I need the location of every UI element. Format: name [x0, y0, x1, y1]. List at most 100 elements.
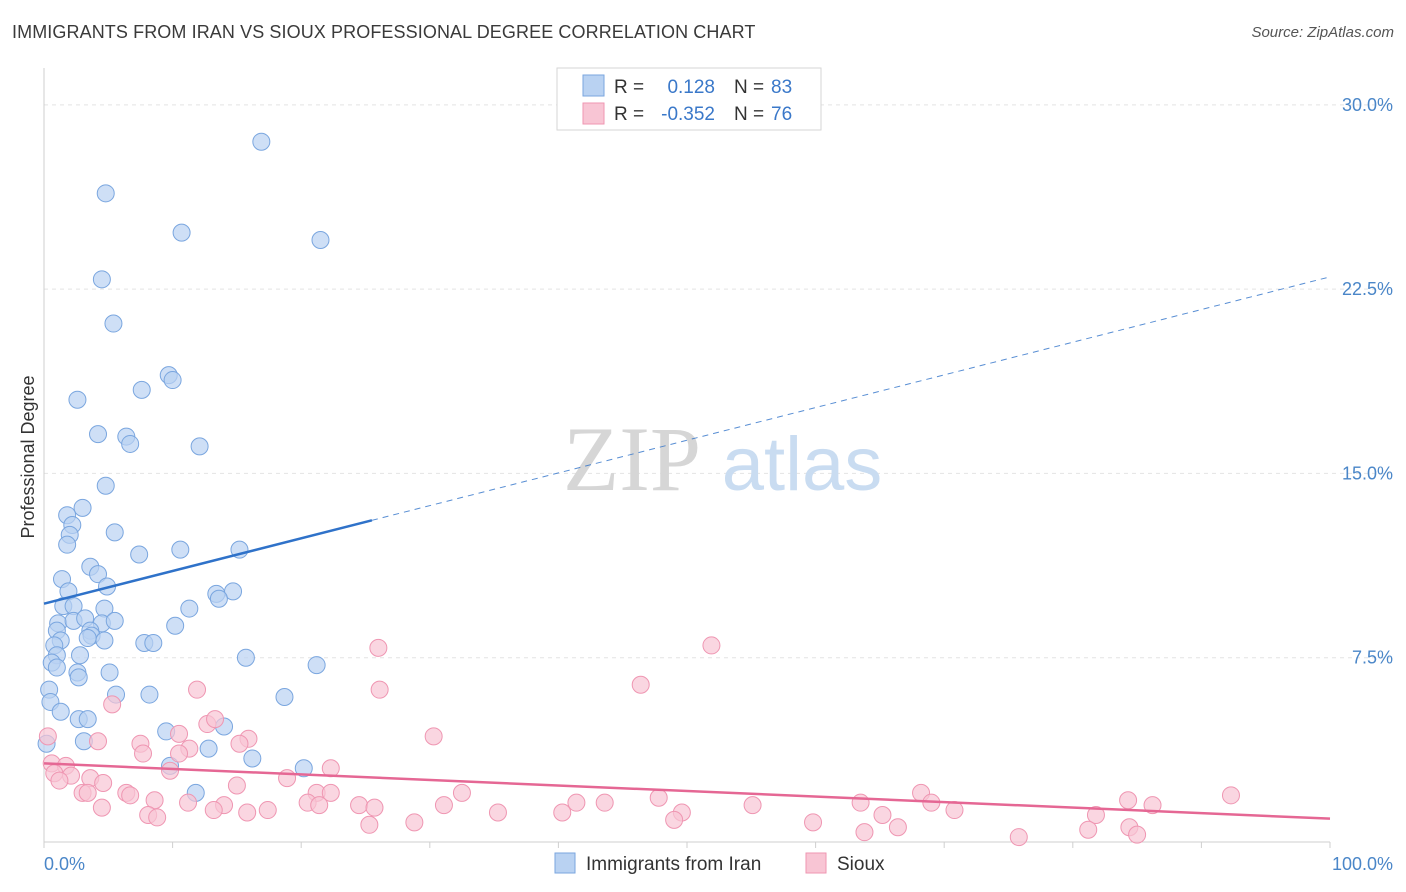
axes	[43, 68, 1331, 848]
point-sioux	[170, 744, 189, 763]
point-sioux	[553, 803, 572, 822]
point-sioux	[1128, 825, 1147, 844]
point-iran	[171, 540, 190, 559]
point-iran	[73, 498, 92, 517]
point-sioux	[665, 810, 684, 829]
point-sioux	[702, 636, 721, 655]
point-iran	[105, 611, 124, 630]
trend-line-sioux	[43, 762, 1331, 820]
point-sioux	[424, 727, 443, 746]
point-iran	[100, 663, 119, 682]
legend-r-label: R =	[614, 104, 644, 125]
legend-r-label: R =	[614, 77, 644, 98]
legend-box: R = 0.128 N = 83 R = -0.352 N = 76	[556, 67, 822, 131]
point-sioux	[94, 774, 113, 793]
point-iran	[51, 702, 70, 721]
point-sioux	[50, 771, 69, 790]
point-iran	[144, 633, 163, 652]
point-sioux	[370, 680, 389, 699]
point-sioux	[631, 675, 650, 694]
legend-row-sioux: R = -0.352 N = 76	[582, 102, 792, 125]
y-axis-label: Professional Degree	[18, 375, 38, 538]
point-sioux	[89, 732, 108, 751]
point-sioux	[204, 801, 223, 820]
chart-source: Source: ZipAtlas.com	[1251, 24, 1394, 41]
point-sioux	[188, 680, 207, 699]
data-points	[37, 132, 1240, 847]
point-iran	[96, 476, 115, 495]
point-sioux	[1221, 786, 1240, 805]
point-iran	[95, 631, 114, 650]
watermark: ZIP atlas	[563, 408, 882, 510]
tick-labels: 7.5% 15.0% 22.5% 30.0% 0.0% 100.0%	[44, 95, 1393, 874]
point-iran	[236, 648, 255, 667]
x-tick-label: 100.0%	[1332, 854, 1393, 874]
point-iran	[199, 739, 218, 758]
legend-r-value: 0.128	[667, 77, 715, 98]
point-iran	[58, 535, 77, 554]
legend-n-label: N =	[734, 77, 764, 98]
point-iran	[47, 658, 66, 677]
point-iran	[307, 656, 326, 675]
grid	[44, 104, 1390, 659]
point-iran	[89, 565, 108, 584]
point-iran	[180, 599, 199, 618]
point-sioux	[1079, 820, 1098, 839]
point-sioux	[321, 783, 340, 802]
point-iran	[166, 616, 185, 635]
point-sioux	[1119, 791, 1138, 810]
point-sioux	[238, 803, 257, 822]
point-sioux	[121, 786, 140, 805]
point-iran	[163, 371, 182, 390]
point-sioux	[206, 710, 225, 729]
point-sioux	[227, 776, 246, 795]
point-sioux	[278, 769, 297, 788]
point-sioux	[1086, 805, 1105, 824]
point-sioux	[1009, 828, 1028, 847]
point-sioux	[365, 798, 384, 817]
y-tick-label: 22.5%	[1342, 279, 1393, 299]
point-sioux	[743, 796, 762, 815]
point-iran	[130, 545, 149, 564]
trend-lines	[43, 276, 1331, 820]
trend-line-iran	[43, 519, 373, 605]
point-iran	[172, 223, 191, 242]
point-sioux	[170, 724, 189, 743]
bottom-legend: Immigrants from Iran Sioux	[554, 852, 885, 875]
y-tick-label: 30.0%	[1342, 95, 1393, 115]
legend-row-iran: R = 0.128 N = 83	[582, 74, 792, 98]
point-iran	[105, 523, 124, 542]
point-sioux	[649, 788, 668, 807]
point-sioux	[134, 744, 153, 763]
chart-title: IMMIGRANTS FROM IRAN VS SIOUX PROFESSION…	[12, 22, 756, 42]
legend-n-label: N =	[734, 104, 764, 125]
point-iran	[78, 710, 97, 729]
point-sioux	[488, 803, 507, 822]
point-iran	[69, 668, 88, 687]
legend-n-value: 83	[771, 77, 792, 98]
bottom-legend-label-iran: Immigrants from Iran	[586, 854, 761, 875]
point-iran	[78, 629, 97, 648]
point-iran	[121, 434, 140, 453]
point-sioux	[78, 783, 97, 802]
point-iran	[92, 270, 111, 289]
bottom-legend-swatch-sioux	[805, 852, 827, 874]
point-sioux	[230, 734, 249, 753]
point-sioux	[369, 638, 388, 657]
point-sioux	[452, 783, 471, 802]
point-iran	[96, 184, 115, 203]
point-sioux	[179, 793, 198, 812]
bottom-legend-swatch-iran	[554, 852, 576, 874]
point-iran	[89, 425, 108, 444]
point-sioux	[161, 761, 180, 780]
point-sioux	[855, 823, 874, 842]
legend-r-value: -0.352	[661, 104, 715, 125]
watermark-atlas: atlas	[722, 422, 883, 507]
point-iran	[132, 380, 151, 399]
legend-swatch-sioux	[582, 102, 605, 125]
point-sioux	[1143, 796, 1162, 815]
point-sioux	[148, 808, 167, 827]
point-sioux	[804, 813, 823, 832]
point-sioux	[92, 798, 111, 817]
